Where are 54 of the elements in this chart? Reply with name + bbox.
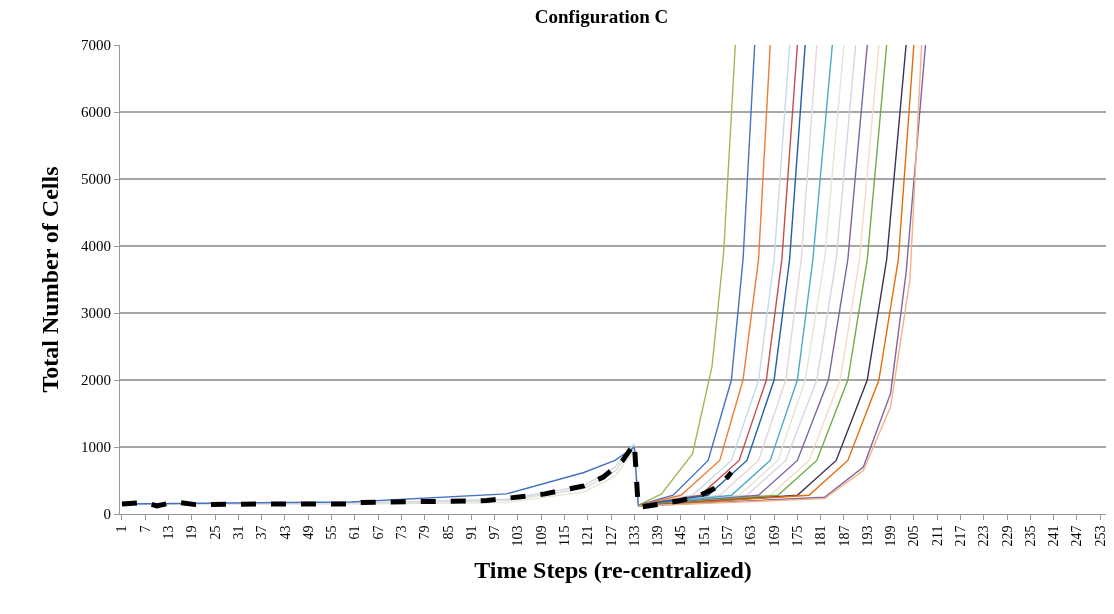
- y-tick-label: 1000: [81, 439, 111, 456]
- x-tick-label: 49: [300, 525, 316, 540]
- y-tick-label: 0: [103, 506, 111, 523]
- x-tick-label: 73: [393, 525, 409, 540]
- x-tick-label: 157: [720, 525, 736, 547]
- y-tick-label: 6000: [81, 104, 111, 121]
- x-tick-label: 67: [370, 525, 386, 540]
- x-tick-label: 223: [976, 525, 992, 547]
- x-tick-label: 181: [813, 525, 829, 547]
- x-tick-label: 37: [254, 525, 270, 540]
- x-tick-label: 151: [696, 525, 712, 547]
- x-axis-title: Time Steps (re-centralized): [474, 556, 752, 583]
- x-tick-label: 115: [557, 525, 573, 547]
- x-tick-label: 199: [883, 525, 899, 547]
- x-tick-label: 127: [603, 525, 619, 547]
- x-tick-label: 103: [510, 525, 526, 547]
- x-tick-label: 193: [859, 525, 875, 547]
- y-tick-label: 3000: [81, 305, 111, 322]
- y-tick-label: 7000: [81, 37, 111, 54]
- x-tick-label: 253: [1092, 525, 1108, 547]
- y-axis-title: Total Number of Cells: [37, 166, 64, 393]
- x-tick-label: 91: [463, 525, 479, 540]
- x-tick-label: 205: [906, 525, 922, 547]
- x-tick-label: 97: [487, 525, 503, 540]
- x-tick-label: 55: [324, 525, 340, 540]
- x-tick-label: 163: [743, 525, 759, 547]
- x-tick-label: 109: [533, 525, 549, 547]
- x-tick-label: 217: [952, 525, 968, 547]
- x-tick-label: 19: [184, 525, 200, 540]
- y-tick-label: 5000: [81, 171, 111, 188]
- x-tick-label: 13: [161, 525, 177, 540]
- y-tick-label: 4000: [81, 238, 111, 255]
- x-tick-label: 229: [999, 525, 1015, 547]
- x-tick-label: 121: [580, 525, 596, 547]
- x-tick-label: 175: [789, 525, 805, 547]
- y-tick-label: 2000: [81, 372, 111, 389]
- x-tick-label: 235: [1022, 525, 1038, 547]
- x-tick-label: 133: [626, 525, 642, 547]
- x-tick-label: 139: [650, 525, 666, 547]
- x-tick-label: 25: [207, 525, 223, 540]
- x-tick-label: 187: [836, 525, 852, 547]
- x-tick-label: 43: [277, 525, 293, 540]
- x-tick-label: 1: [114, 525, 130, 533]
- x-tick-label: 79: [417, 525, 433, 540]
- x-tick-label: 241: [1046, 525, 1062, 547]
- chart-title: Configuration C: [534, 5, 669, 27]
- x-tick-label: 145: [673, 525, 689, 547]
- x-tick-label: 211: [929, 525, 945, 547]
- x-tick-label: 85: [440, 525, 456, 540]
- x-tick-label: 61: [347, 525, 363, 540]
- x-tick-label: 7: [137, 525, 153, 533]
- x-tick-label: 31: [230, 525, 246, 540]
- x-tick-label: 169: [766, 525, 782, 547]
- x-tick-label: 247: [1069, 525, 1085, 547]
